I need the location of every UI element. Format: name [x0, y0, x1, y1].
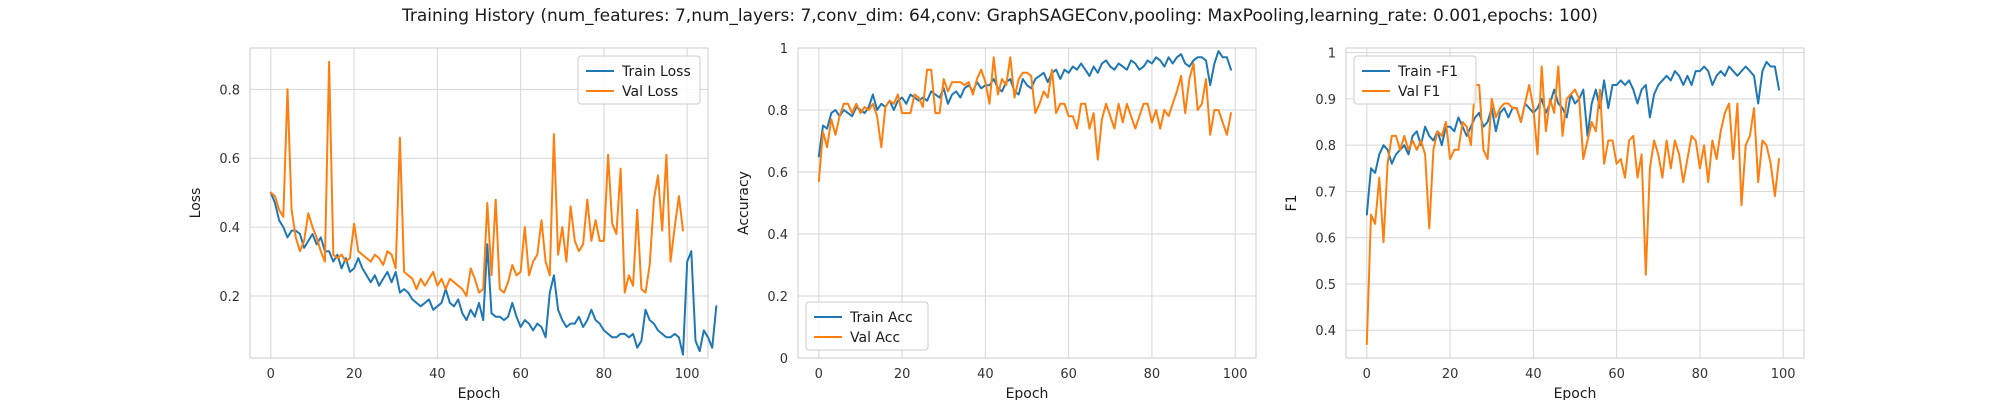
series-line-2	[817, 56, 1232, 183]
y-tick-label: 0.8	[767, 104, 788, 119]
series-line-1	[1365, 60, 1780, 216]
x-tick-label: 60	[1608, 367, 1625, 382]
legend-label: Train Acc	[849, 310, 913, 326]
y-tick-label: 0.2	[219, 290, 240, 305]
y-tick-label: 1	[780, 42, 788, 57]
y-tick-label: 0.4	[1315, 324, 1336, 339]
x-tick-label: 60	[512, 367, 529, 382]
y-tick-label: 1	[1328, 47, 1336, 62]
legend-label: Val Acc	[850, 330, 900, 346]
legend: Train Acc Val Acc	[805, 301, 929, 351]
x-axis-label: Epoch	[458, 386, 501, 400]
y-axis-label: F1	[1284, 195, 1300, 212]
x-tick-label: 40	[1525, 367, 1542, 382]
legend-label: Train -F1	[1397, 64, 1458, 80]
x-tick-label: 100	[1771, 367, 1796, 382]
x-tick-label: 20	[346, 367, 363, 382]
legend: Train -F1 Val F1	[1353, 55, 1477, 105]
subplot-3: 0 20 40 60 80 100 0.4 0.5 0.6 0.7 0.8 0.9 1 Epoch F1 Tr…	[1284, 47, 1805, 400]
x-tick-label: 80	[1692, 367, 1709, 382]
y-tick-label: 0.2	[767, 290, 788, 305]
series-line-2	[1365, 65, 1780, 346]
x-tick-label: 0	[267, 367, 275, 382]
plot-frame	[1345, 47, 1805, 359]
y-tick-label: 0.9	[1315, 93, 1336, 108]
y-tick-label: 0.6	[767, 166, 788, 181]
y-tick-label: 0.4	[767, 228, 788, 243]
y-axis-label: Accuracy	[736, 171, 752, 235]
y-tick-label: 0.8	[1315, 139, 1336, 154]
x-tick-label: 0	[1363, 367, 1371, 382]
subplot-2: 0 20 40 60 80 100 0 0.2 0.4 0.6 0.8 1 Epoch Accuracy T…	[736, 42, 1257, 400]
series-line-1	[269, 191, 718, 356]
legend-label: Train Loss	[621, 64, 691, 80]
x-tick-label: 0	[815, 367, 823, 382]
figure-title: Training History (num_features: 7,num_la…	[401, 6, 1598, 26]
y-tick-label: 0.8	[219, 83, 240, 98]
x-axis-label: Epoch	[1006, 386, 1049, 400]
y-tick-label: 0.7	[1315, 185, 1336, 200]
x-tick-label: 20	[894, 367, 911, 382]
y-tick-label: 0.4	[219, 221, 240, 236]
x-tick-label: 40	[977, 367, 994, 382]
y-tick-label: 0.5	[1315, 278, 1336, 293]
plot-frame	[249, 47, 709, 359]
x-tick-label: 60	[1060, 367, 1077, 382]
x-tick-label: 80	[596, 367, 613, 382]
y-tick-label: 0.6	[1315, 232, 1336, 247]
legend-label: Val Loss	[622, 84, 678, 100]
x-tick-label: 40	[429, 367, 446, 382]
legend-label: Val F1	[1398, 84, 1440, 100]
subplot-1: 0 20 40 60 80 100 0.2 0.4 0.6 0.8 Epoch Loss Train L…	[188, 47, 718, 400]
x-tick-label: 100	[1223, 367, 1248, 382]
x-axis-label: Epoch	[1554, 386, 1597, 400]
series-line-2	[269, 60, 684, 297]
y-tick-label: 0	[780, 352, 788, 367]
plot-frame	[797, 47, 1257, 359]
legend: Train Loss Val Loss	[577, 55, 701, 105]
x-tick-label: 100	[675, 367, 700, 382]
x-tick-label: 20	[1442, 367, 1459, 382]
y-tick-label: 0.6	[219, 152, 240, 167]
y-axis-label: Loss	[188, 188, 204, 219]
x-tick-label: 80	[1144, 367, 1161, 382]
